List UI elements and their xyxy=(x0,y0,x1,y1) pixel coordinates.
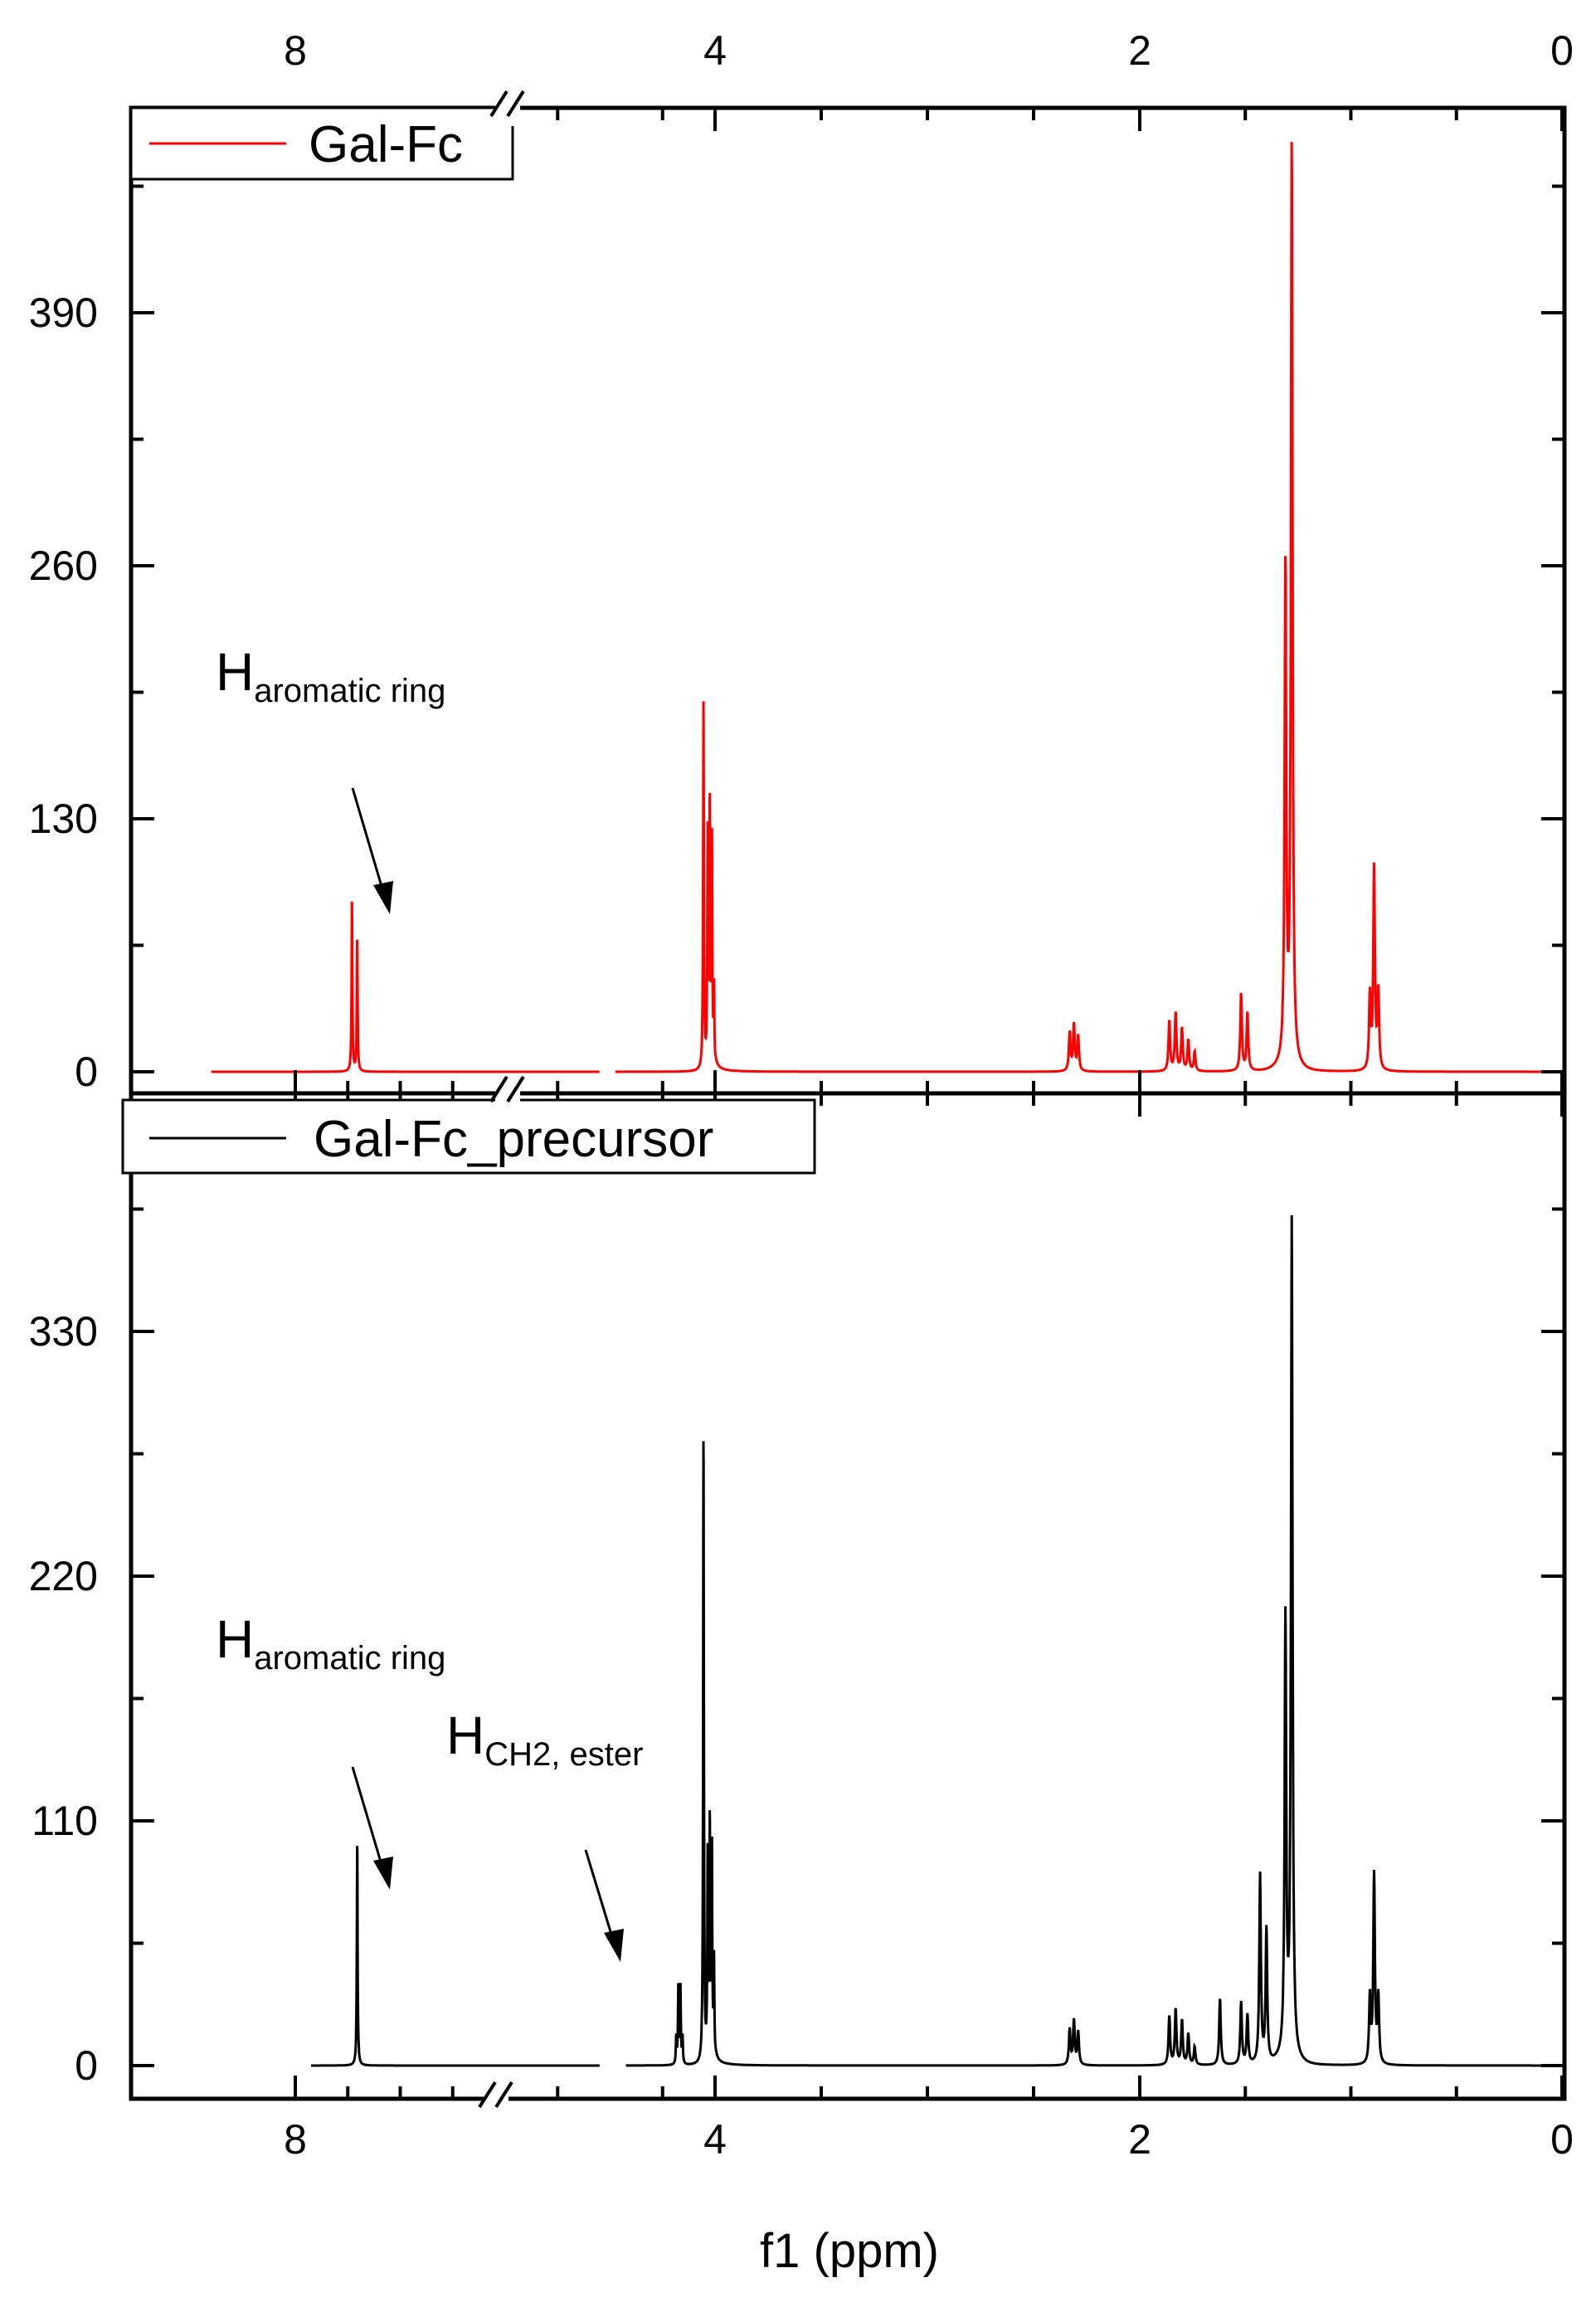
bottom-legend-box xyxy=(121,1098,816,1175)
axis-break-marks xyxy=(478,90,525,2117)
y-tick-label: 130 xyxy=(29,796,98,842)
y-tick-label: 110 xyxy=(32,1798,98,1844)
bottom-annotation-aromatic-main: H xyxy=(216,1609,254,1669)
bottom-annotation-aromatic: Haromatic ring xyxy=(216,1609,445,1677)
bottom-annotation-ester: HCH2, ester xyxy=(446,1706,643,1773)
y-tick-label: 0 xyxy=(75,2042,98,2089)
y-tick-label: 0 xyxy=(75,1049,98,1095)
x-tick-label: 4 xyxy=(703,2116,727,2163)
bottom-annotation-aromatic-sub: aromatic ring xyxy=(254,1640,445,1677)
y-tick-label: 220 xyxy=(29,1553,98,1599)
top-annotation-aromatic-main: H xyxy=(216,642,254,702)
bottom-panel: 0 110 220 330 8 4 2 0 Gal-Fc_precursor Haromat… xyxy=(29,1091,1574,2278)
gal-fc-spectrum-line xyxy=(211,142,1562,1073)
bottom-arrow-aromatic xyxy=(351,1766,393,1890)
bottom-legend: Gal-Fc_precursor xyxy=(121,1098,816,1175)
bottom-arrow-ester xyxy=(584,1849,624,1962)
y-tick-label: 390 xyxy=(29,290,98,336)
top-legend-label: Gal-Fc xyxy=(309,116,463,173)
y-tick-label: 330 xyxy=(29,1308,98,1355)
top-y-axis: 0 130 260 390 xyxy=(29,184,1564,1095)
bottom-plot-frame xyxy=(129,1091,1567,2101)
x-axis-title: f1 (ppm) xyxy=(760,2224,939,2278)
y-tick-label: 260 xyxy=(29,543,98,589)
top-x-axis-top: 8 4 2 0 xyxy=(284,27,1574,1093)
bottom-annotation-ester-sub: CH2, ester xyxy=(484,1736,643,1773)
x-tick-label: 0 xyxy=(1550,2116,1574,2163)
top-panel: 0 130 260 390 8 4 2 0 Gal-Fc Haromatic ring xyxy=(29,27,1574,1096)
bottom-y-axis: 0 110 220 330 xyxy=(29,1207,1564,2089)
top-annotation-aromatic-sub: aromatic ring xyxy=(254,673,445,709)
bottom-annotation-ester-main: H xyxy=(446,1706,484,1765)
x-tick-label: 0 xyxy=(1550,27,1574,74)
gal-fc-precursor-spectrum-line xyxy=(311,1214,1562,2067)
x-tick-label: 4 xyxy=(703,27,727,74)
x-tick-label: 2 xyxy=(1128,27,1151,74)
x-tick-label: 8 xyxy=(284,27,307,74)
x-tick-label: 2 xyxy=(1128,2116,1151,2163)
top-annotation-aromatic: Haromatic ring xyxy=(216,642,445,709)
bottom-legend-label: Gal-Fc_precursor xyxy=(314,1111,713,1168)
bottom-x-axis: 8 4 2 0 xyxy=(284,1093,1574,2163)
x-tick-label: 8 xyxy=(284,2116,307,2163)
top-arrow-aromatic xyxy=(351,787,393,914)
top-legend: Gal-Fc xyxy=(129,106,514,181)
top-plot-frame xyxy=(129,105,1567,1096)
